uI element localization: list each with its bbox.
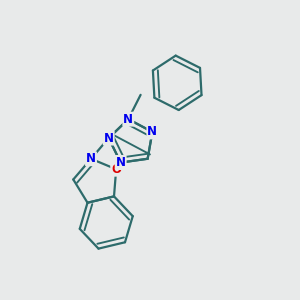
Text: N: N	[104, 132, 114, 145]
Text: N: N	[86, 152, 96, 165]
Text: N: N	[116, 156, 126, 169]
Text: N: N	[147, 125, 158, 138]
Text: N: N	[123, 112, 133, 126]
Text: S: S	[116, 156, 125, 169]
Text: O: O	[111, 163, 121, 176]
